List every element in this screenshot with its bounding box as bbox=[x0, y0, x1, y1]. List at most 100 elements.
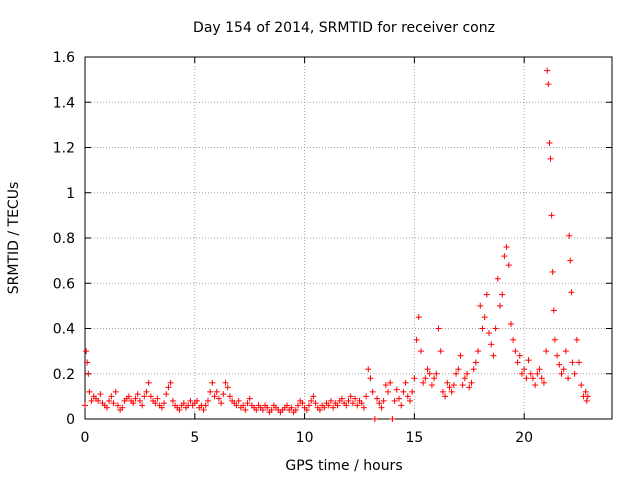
data-point bbox=[220, 391, 227, 398]
y-tick-label: 0.6 bbox=[53, 276, 75, 292]
data-point bbox=[294, 402, 301, 409]
data-point bbox=[130, 400, 137, 407]
data-point bbox=[110, 400, 117, 407]
y-tick-label: 1.4 bbox=[53, 95, 75, 111]
data-point bbox=[566, 232, 573, 239]
data-point bbox=[501, 253, 508, 260]
data-point bbox=[88, 397, 95, 404]
data-point bbox=[538, 375, 545, 382]
data-point bbox=[402, 379, 409, 386]
y-tick-label: 0.8 bbox=[53, 231, 75, 247]
data-point bbox=[284, 402, 291, 409]
data-point bbox=[446, 384, 453, 391]
data-point bbox=[299, 400, 306, 407]
data-point bbox=[224, 384, 231, 391]
data-point bbox=[505, 262, 512, 269]
data-point bbox=[161, 400, 168, 407]
data-point bbox=[562, 348, 569, 355]
data-point bbox=[424, 366, 431, 373]
data-point bbox=[422, 375, 429, 382]
data-point bbox=[565, 375, 572, 382]
data-point bbox=[391, 397, 398, 404]
data-point bbox=[95, 397, 102, 404]
x-axis-label: GPS time / hours bbox=[285, 458, 402, 474]
data-point bbox=[529, 375, 536, 382]
data-point bbox=[571, 370, 578, 377]
data-point bbox=[226, 393, 233, 400]
data-point bbox=[360, 404, 367, 411]
data-point bbox=[376, 400, 383, 407]
data-point bbox=[568, 289, 575, 296]
y-tick-label: 0.4 bbox=[53, 322, 75, 338]
y-tick-label: 0.2 bbox=[53, 367, 75, 383]
data-point bbox=[525, 357, 532, 364]
data-point bbox=[475, 348, 482, 355]
data-point bbox=[543, 348, 550, 355]
data-point bbox=[470, 366, 477, 373]
data-point bbox=[180, 400, 187, 407]
data-point bbox=[573, 336, 580, 343]
data-point bbox=[209, 379, 216, 386]
x-tick-label: 15 bbox=[405, 430, 423, 446]
data-point bbox=[305, 402, 312, 409]
data-point bbox=[246, 395, 253, 402]
data-point bbox=[455, 366, 462, 373]
data-point bbox=[389, 416, 396, 422]
data-point bbox=[358, 400, 365, 407]
data-point bbox=[343, 402, 350, 409]
data-point bbox=[582, 388, 589, 395]
data-point bbox=[204, 397, 211, 404]
data-point bbox=[544, 67, 551, 74]
data-point bbox=[158, 404, 165, 411]
data-point bbox=[567, 257, 574, 264]
data-point bbox=[163, 391, 170, 398]
data-point bbox=[409, 388, 416, 395]
data-point bbox=[461, 375, 468, 382]
data-point bbox=[103, 404, 110, 411]
data-point bbox=[435, 325, 442, 332]
data-point bbox=[316, 406, 323, 413]
data-point bbox=[532, 382, 539, 389]
y-tick-label: 0 bbox=[66, 412, 75, 428]
data-point bbox=[264, 404, 271, 411]
data-point bbox=[584, 393, 591, 400]
data-point bbox=[365, 366, 372, 373]
data-point bbox=[147, 393, 154, 400]
data-point bbox=[536, 366, 543, 373]
data-point bbox=[200, 406, 207, 413]
data-point bbox=[468, 379, 475, 386]
data-point bbox=[400, 388, 407, 395]
data-point bbox=[545, 81, 552, 88]
data-point bbox=[268, 406, 275, 413]
data-point bbox=[547, 155, 554, 162]
data-point bbox=[244, 400, 251, 407]
data-point bbox=[576, 359, 583, 366]
data-point bbox=[477, 302, 484, 309]
data-point bbox=[235, 397, 242, 404]
data-point bbox=[114, 402, 121, 409]
data-point bbox=[549, 268, 556, 275]
data-point bbox=[288, 404, 295, 411]
data-point bbox=[457, 352, 464, 359]
data-point bbox=[345, 397, 352, 404]
data-point bbox=[499, 291, 506, 298]
data-point bbox=[292, 406, 299, 413]
data-point bbox=[321, 404, 328, 411]
data-point bbox=[558, 370, 565, 377]
data-point bbox=[540, 379, 547, 386]
data-point bbox=[459, 382, 466, 389]
data-point bbox=[218, 400, 225, 407]
data-point bbox=[202, 402, 209, 409]
x-tick-label: 0 bbox=[81, 430, 90, 446]
data-point bbox=[466, 384, 473, 391]
x-tick-label: 20 bbox=[515, 430, 533, 446]
data-point bbox=[233, 402, 240, 409]
data-point bbox=[569, 359, 576, 366]
data-point bbox=[259, 406, 266, 413]
x-tick-label: 10 bbox=[296, 430, 314, 446]
data-point bbox=[546, 139, 553, 146]
data-point bbox=[327, 397, 334, 404]
data-point bbox=[385, 388, 392, 395]
data-point bbox=[167, 379, 174, 386]
data-point bbox=[494, 275, 501, 282]
